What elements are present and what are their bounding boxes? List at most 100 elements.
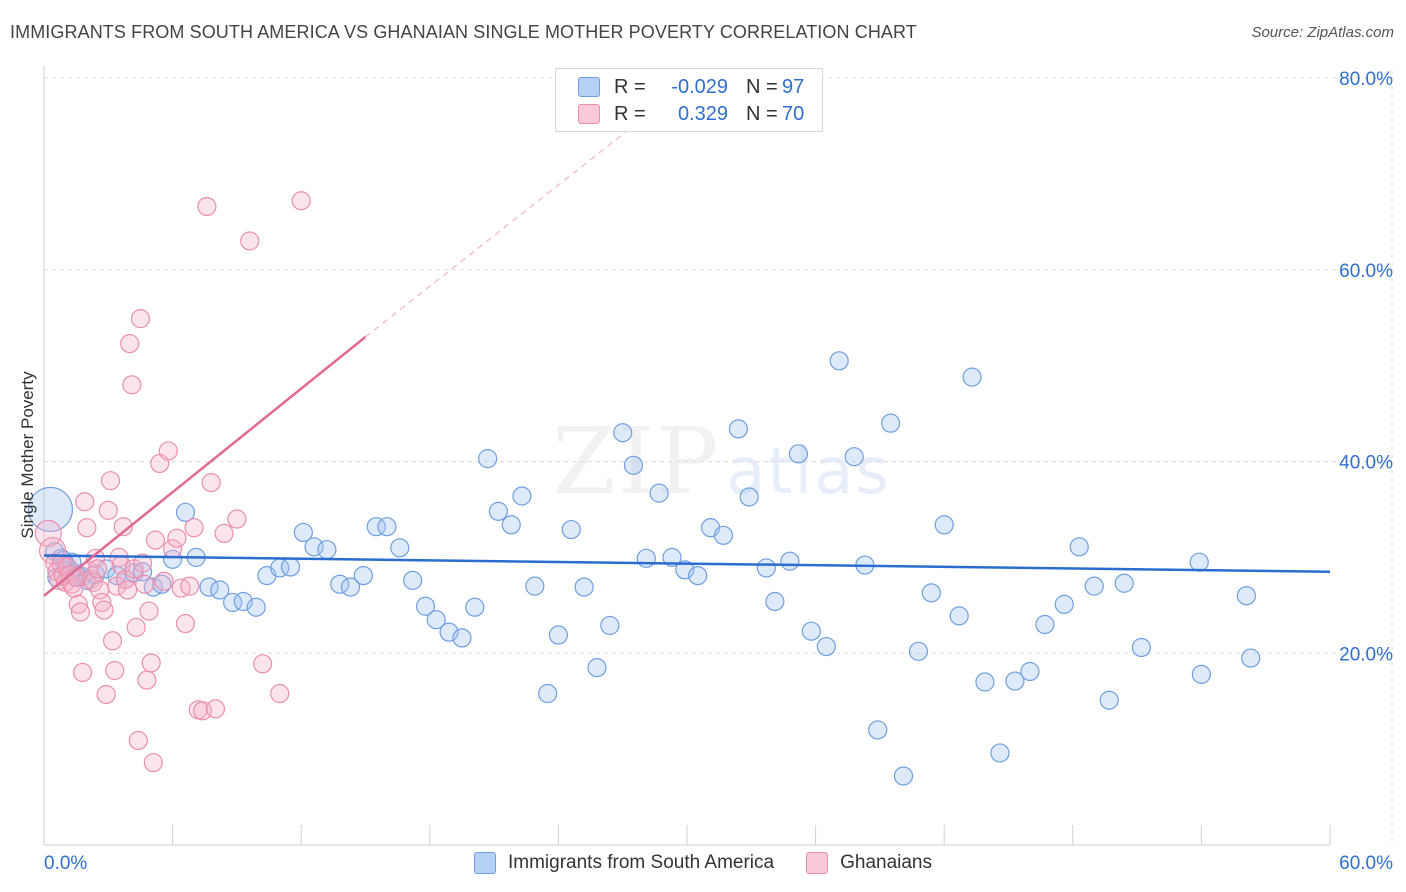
- trend-line-ghanaians: [43, 335, 367, 597]
- point-immigrants: [512, 486, 532, 506]
- point-immigrants: [27, 486, 74, 533]
- point-ghanaians: [126, 617, 146, 637]
- grid-lines: [44, 70, 1393, 845]
- point-immigrants: [1005, 671, 1025, 691]
- point-immigrants: [1035, 614, 1055, 635]
- point-ghanaians: [100, 471, 121, 491]
- legend-row-ghanaians: R = 0.329 N = 70: [578, 101, 804, 127]
- point-ghanaians: [270, 683, 290, 704]
- point-immigrants: [223, 592, 243, 613]
- point-immigrants: [649, 483, 669, 503]
- point-immigrants: [949, 606, 969, 626]
- point-ghanaians: [96, 684, 116, 705]
- point-immigrants: [488, 501, 508, 521]
- point-immigrants: [587, 658, 607, 678]
- legend-swatch-pink: [578, 104, 600, 124]
- legend-r-label: R =: [614, 102, 646, 125]
- point-ghanaians: [205, 699, 226, 719]
- legend-item-ghanaians[interactable]: Ghanaians: [806, 852, 932, 874]
- legend-label-immigrants: Immigrants from South America: [508, 852, 775, 873]
- point-immigrants: [688, 565, 708, 586]
- point-immigrants: [881, 413, 901, 433]
- point-immigrants: [975, 672, 995, 692]
- point-immigrants: [1054, 594, 1074, 614]
- point-ghanaians: [122, 375, 142, 395]
- point-ghanaians: [34, 519, 62, 548]
- point-immigrants: [829, 351, 849, 371]
- point-immigrants: [1189, 552, 1209, 572]
- point-immigrants: [636, 548, 656, 568]
- point-ghanaians: [291, 191, 311, 211]
- source-credit: Source: ZipAtlas.com: [1251, 24, 1394, 41]
- point-ghanaians: [145, 530, 166, 550]
- point-immigrants: [739, 487, 759, 507]
- point-immigrants: [1069, 537, 1089, 557]
- axes: [43, 66, 1331, 846]
- y-tick-label: 80.0%: [1339, 69, 1393, 90]
- trend-line-ghanaians-extension: [365, 125, 634, 338]
- point-immigrants: [728, 419, 749, 439]
- point-immigrants: [199, 577, 219, 597]
- point-immigrants: [175, 502, 196, 522]
- y-tick-label: 60.0%: [1339, 261, 1393, 282]
- legend-swatch-blue: [578, 77, 600, 97]
- chart-title: IMMIGRANTS FROM SOUTH AMERICA VS GHANAIA…: [10, 22, 917, 42]
- point-ghanaians: [94, 600, 114, 620]
- trend-lines: [43, 125, 1331, 597]
- x-tick-label: 0.0%: [44, 853, 87, 874]
- series-ghanaians-points: [34, 191, 311, 773]
- point-immigrants: [1241, 648, 1261, 668]
- point-ghanaians: [214, 523, 234, 544]
- point-immigrants: [780, 551, 800, 571]
- watermark: ZIPatlas: [552, 408, 891, 515]
- point-immigrants: [163, 549, 183, 569]
- point-ghanaians: [77, 518, 97, 538]
- point-ghanaians: [70, 602, 91, 622]
- point-ghanaians: [105, 660, 125, 681]
- point-ghanaians: [180, 576, 200, 596]
- point-immigrants: [366, 517, 386, 537]
- trend-line-immigrants: [43, 554, 1331, 574]
- y-axis-label: Single Mother Poverty: [18, 371, 37, 539]
- legend-n-label: N =: [746, 102, 778, 125]
- point-immigrants: [574, 577, 594, 597]
- point-immigrants: [152, 574, 172, 594]
- legend-row-immigrants: R = -0.029 N = 97: [578, 74, 804, 100]
- point-ghanaians: [120, 333, 140, 354]
- legend-item-immigrants[interactable]: Immigrants from South America: [474, 852, 774, 874]
- point-immigrants: [623, 455, 644, 475]
- point-immigrants: [538, 683, 558, 704]
- watermark-zip: ZIP: [552, 408, 721, 515]
- point-immigrants: [465, 597, 485, 617]
- point-immigrants: [415, 596, 436, 616]
- y-tick-label: 40.0%: [1339, 453, 1393, 474]
- point-ghanaians: [75, 492, 95, 512]
- point-immigrants: [403, 570, 423, 590]
- point-immigrants: [377, 517, 397, 537]
- point-immigrants: [426, 610, 446, 630]
- point-ghanaians: [167, 528, 187, 548]
- point-immigrants: [390, 538, 410, 558]
- point-ghanaians: [240, 231, 260, 251]
- point-immigrants: [246, 597, 266, 617]
- series-legend: Immigrants from South America Ghanaians: [0, 852, 1406, 874]
- point-ghanaians: [128, 730, 148, 751]
- y-tick-label: 20.0%: [1339, 644, 1393, 665]
- point-immigrants: [1191, 664, 1212, 684]
- point-immigrants: [756, 558, 776, 578]
- point-immigrants: [934, 515, 954, 535]
- point-ghanaians: [175, 613, 196, 634]
- legend-r-value: -0.029: [671, 75, 728, 98]
- point-ghanaians: [98, 500, 118, 520]
- series-immigrants-points: [27, 351, 1261, 786]
- x-tick-label: 60.0%: [1339, 853, 1393, 874]
- point-immigrants: [713, 525, 734, 545]
- point-ghanaians: [102, 631, 123, 651]
- point-ghanaians: [130, 309, 151, 329]
- point-immigrants: [1084, 576, 1104, 596]
- point-immigrants: [908, 641, 929, 661]
- point-immigrants: [330, 574, 350, 594]
- legend-n-label: N =: [746, 75, 778, 98]
- point-immigrants: [561, 519, 581, 540]
